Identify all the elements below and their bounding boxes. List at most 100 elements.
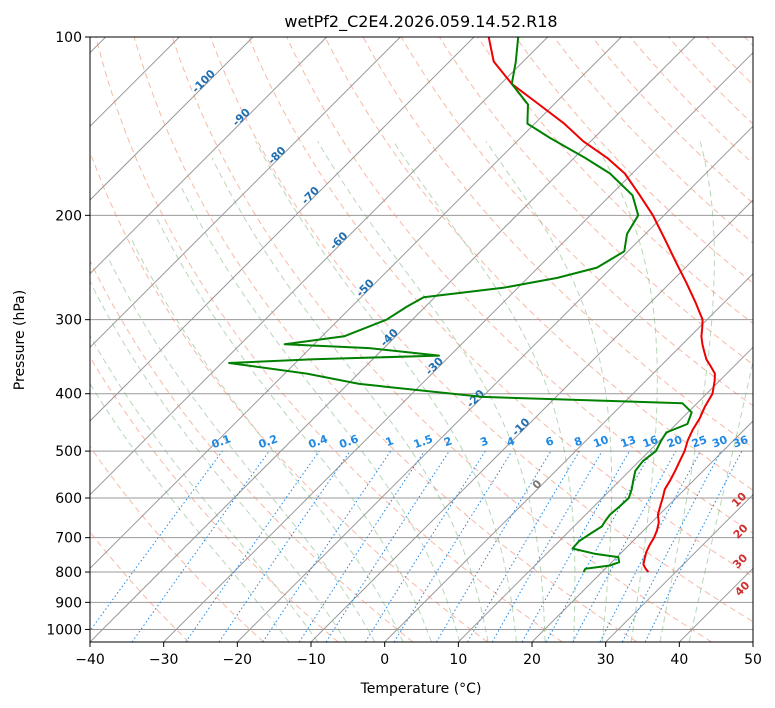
x-tick-label: −40 — [75, 652, 105, 668]
mixing-ratio-label: 10 — [592, 433, 611, 451]
mixing-ratio-line — [435, 450, 552, 642]
x-tick-label: 20 — [523, 652, 541, 668]
x-axis-title: Temperature (°C) — [360, 681, 482, 697]
y-tick-label: 600 — [55, 491, 82, 507]
mixing-ratio-line — [218, 450, 351, 642]
y-tick-label: 100 — [55, 30, 82, 46]
dry-adiabat-line — [477, 37, 753, 325]
temperature-profile-line — [487, 37, 716, 573]
dry-adiabat-line — [95, 37, 563, 642]
mixing-ratio-label: 1 — [384, 434, 396, 449]
moist-adiabat-line — [485, 141, 613, 642]
mixing-ratio-label: 25 — [690, 433, 709, 450]
isotherm-line — [90, 37, 328, 275]
moist-adiabat-line — [131, 239, 404, 642]
mixing-ratio-line — [393, 450, 513, 642]
y-tick-label: 400 — [55, 387, 82, 403]
mixing-ratio-line — [131, 450, 270, 642]
isotherm-line — [90, 37, 475, 422]
mixing-ratio-label: 0.1 — [210, 432, 233, 451]
mixing-ratio-line — [572, 450, 677, 642]
isotherm-line — [90, 37, 254, 201]
y-axis-title: Pressure (hPa) — [12, 290, 28, 390]
chart-title: wetPf2_C2E4.2026.059.14.52.R18 — [284, 12, 557, 32]
y-tick-label: 900 — [55, 595, 82, 611]
x-tick-label: 10 — [449, 652, 467, 668]
moist-adiabat-line — [317, 141, 546, 642]
y-tick-label: 500 — [55, 444, 82, 460]
plot-frame — [89, 36, 754, 643]
isotherm-line — [457, 346, 753, 642]
mixing-ratio-line — [467, 450, 580, 642]
y-tick-label: 800 — [55, 565, 82, 581]
mixing-ratio-label: 0.4 — [307, 432, 330, 451]
dry-adiabat-line — [90, 259, 414, 642]
mixing-ratio-label: 36 — [731, 433, 750, 451]
dry-adiabat-line — [133, 37, 638, 642]
x-tick-label: 30 — [597, 652, 615, 668]
moist-adiabat-line — [107, 256, 376, 642]
x-tick-label: 0 — [380, 652, 389, 668]
dry-adiabat-line — [400, 37, 753, 407]
background-labels: 0.1 0.2 0.4 0.6 1 1.5 2 3 4 6 8 10 13 16 20 25 30 36-100-… — [189, 67, 752, 599]
moist-adiabat-line — [181, 187, 461, 642]
isotherm-line — [236, 125, 753, 642]
mixing-ratio-label: 1.5 — [412, 432, 435, 451]
x-tick-label: 50 — [744, 652, 762, 668]
isotherm-line — [531, 420, 753, 642]
mixing-ratio-label: 13 — [619, 433, 638, 450]
moist-adiabat-line — [154, 215, 432, 642]
dry-adiabat-line — [171, 37, 712, 642]
dry-adiabat-line — [324, 37, 753, 491]
dry-adiabat-line — [515, 37, 753, 284]
y-tick-label: 1000 — [46, 622, 82, 638]
dry-adiabat-line — [248, 37, 753, 578]
moist-adiabat-line — [90, 334, 319, 642]
x-axis: −40 −30 −20 −10 0 10 20 30 40 50 — [75, 642, 762, 668]
mixing-ratio-line — [364, 450, 486, 642]
dry-adiabat-line — [629, 37, 753, 165]
moist-adiabat-line — [90, 382, 290, 642]
moist-adiabat-line — [392, 141, 576, 642]
mixing-ratio-label: 8 — [572, 434, 584, 449]
dry-adiabat-line — [362, 37, 753, 449]
x-tick-label: −30 — [149, 652, 179, 668]
mixing-ratio-label: 30 — [710, 433, 729, 451]
dewpoint-profile-line — [228, 37, 693, 573]
isotherm-line — [605, 493, 753, 642]
y-axis: 100 200 300 400 500 600 700 800 900 1000 — [46, 30, 90, 638]
background-lines — [90, 37, 753, 642]
y-tick-label: 300 — [55, 313, 82, 329]
mixing-ratio-line — [325, 450, 450, 642]
moist-adiabat-line — [90, 280, 347, 642]
mixing-ratio-label: 0.2 — [257, 432, 280, 451]
moist-adiabat-line — [593, 141, 658, 642]
isotherm-line — [384, 272, 753, 642]
y-tick-label: 200 — [55, 208, 82, 224]
mixing-ratio-label: 2 — [442, 434, 454, 449]
isotherm-line — [90, 37, 696, 642]
moist-adiabat-line — [211, 157, 489, 642]
dry-adiabat-line — [210, 37, 753, 623]
mixing-ratio-label: 16 — [641, 433, 660, 451]
mixing-ratio-label: 6 — [544, 434, 556, 449]
x-tick-label: 40 — [670, 652, 688, 668]
moist-adiabat-line — [688, 358, 753, 642]
moist-adiabat-line — [659, 141, 715, 642]
profiles — [228, 37, 716, 573]
mixing-ratio-label: 20 — [665, 433, 684, 451]
dry-adiabat-line — [90, 445, 264, 642]
mixing-ratio-label: 0.6 — [338, 432, 361, 451]
y-tick-label: 700 — [55, 531, 82, 547]
mixing-ratio-line — [185, 450, 320, 642]
x-tick-label: −20 — [223, 652, 253, 668]
isotherm-line — [163, 51, 753, 642]
mixing-ratio-line — [90, 450, 223, 632]
mixing-ratio-label: 3 — [478, 434, 490, 449]
isotherm-line — [90, 37, 549, 496]
moist-adiabat-line — [255, 141, 517, 642]
dry-adiabat-line — [591, 37, 753, 204]
x-tick-label: −10 — [296, 652, 326, 668]
